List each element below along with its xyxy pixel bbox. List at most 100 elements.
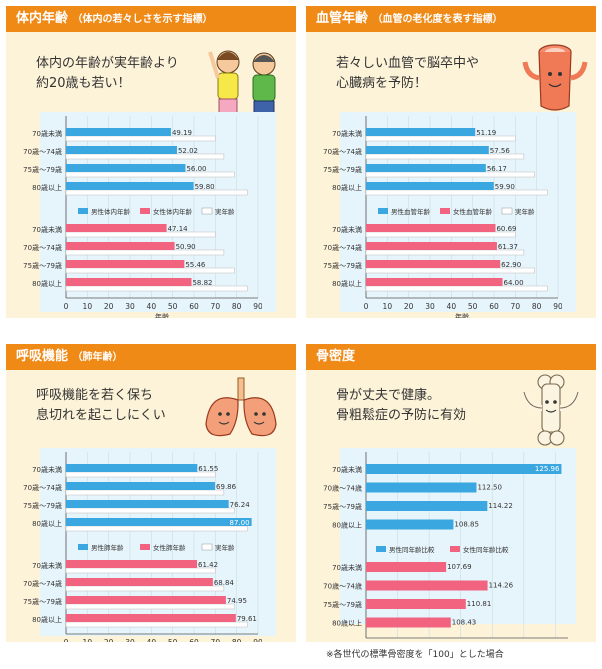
x-tick-label: 0 [64,638,69,642]
category-label: 75歳～79歳 [23,165,62,174]
reference-bar [65,267,235,274]
reference-bar [65,135,216,142]
panel-tagline: 骨が丈夫で健康。 骨粗鬆症の予防に有効 [336,386,466,426]
category-label: 80歳以上 [32,183,62,192]
data-label: 57.56 [490,147,511,155]
category-label: 70歳～74歳 [23,483,62,492]
reference-bar [65,567,216,574]
category-label: 70歳～74歳 [23,579,62,588]
data-bar [366,260,501,268]
data-bar [66,146,177,154]
bar-chart: 0 10 20 30 40 50 60 70 80 90 年齢 70歳未満 49.19 70歳～74歳 52… [23,116,262,318]
tagline-line: 骨が丈夫で健康。 [336,388,441,403]
x-tick-label: 40 [147,302,157,311]
data-bar [366,501,488,511]
category-label: 70歳未満 [332,563,362,572]
category-label: 80歳以上 [332,521,362,530]
x-tick-label: 30 [125,638,135,642]
panel-header: 骨密度 [306,344,596,370]
category-label: 70歳～74歳 [323,243,362,252]
reference-bar [65,621,248,628]
x-tick-label: 90 [253,302,262,311]
panel-subtitle: （血管の老化度を表す指標） [372,14,503,25]
data-bar [66,278,192,286]
legend-label: 男性肺年齢 [91,543,124,552]
data-label: 69.86 [216,483,237,491]
data-label: 59.80 [195,183,215,191]
category-label: 70歳未満 [332,225,362,234]
data-bar [66,242,175,250]
x-tick-label: 10 [383,302,393,311]
reference-bar [65,171,235,178]
data-label: 87.00 [230,519,250,527]
category-label: 70歳～74歳 [323,582,362,591]
data-label: 52.02 [178,147,198,155]
x-axis-label: 年齢 [155,312,169,318]
category-label: 70歳未満 [32,465,62,474]
tagline-line: 心臓病を予防！ [336,76,428,91]
data-bar [366,128,476,136]
data-bar [366,482,477,493]
tagline-line: 呼吸機能を若く保ち [36,388,154,403]
legend-swatch [378,208,388,214]
category-label: 75歳～79歳 [23,261,62,270]
x-tick-label: 90 [253,638,262,642]
x-tick-label: 20 [104,302,114,311]
panel-subtitle: （肺年齢） [72,352,123,363]
reference-bar [65,525,248,532]
data-bar [366,146,489,154]
legend-swatch [140,208,150,214]
flexing-blood-vessel-illustration [522,44,588,111]
reference-bar [65,489,225,496]
x-tick-label: 60 [189,638,199,642]
legend-swatch [201,207,213,215]
data-label: 108.85 [454,521,479,529]
category-label: 70歳～74歳 [23,243,62,252]
panel-header: 呼吸機能 （肺年齢） [6,344,296,370]
panel-vascular-age: 血管年齢 （血管の老化度を表す指標） 若々しい血管で脳卒中や 心臓病を予防！ 0 1… [306,6,596,318]
legend-swatch [376,546,386,552]
reference-bar [65,471,216,478]
bar-chart: 0 10 20 30 40 50 60 70 80 90 年齢 70歳未満 51.19 70歳～74歳 57… [323,116,562,318]
footnote: ※各世代の標準骨密度を「100」とした場合 [326,650,504,660]
category-label: 75歳～79歳 [323,502,362,511]
legend-swatch [78,544,88,550]
data-bar [66,560,198,568]
data-label: 114.26 [489,582,514,590]
data-bar [366,164,486,172]
x-tick-label: 40 [447,302,457,311]
panel-bone-density: 骨密度 骨が丈夫で健康。骨粗鬆症の予防に有効 95100105110115120… [306,344,596,642]
data-label: 55.46 [185,261,206,269]
category-label: 75歳～79歳 [323,600,362,609]
data-bar [66,164,186,172]
bar-chart: 95100105110115120125%70歳未満125.9670歳～74歳1… [323,452,568,639]
legend-label: 男性同年齢比較 [389,545,435,554]
category-label: 80歳以上 [332,279,362,288]
data-label: 79.61 [237,615,257,623]
legend-swatch [450,546,460,552]
x-tick-label: 30 [125,302,135,311]
panel-subtitle: （体内の若々しさを示す指標） [72,14,213,25]
data-bar [66,578,213,586]
data-bar [66,518,252,526]
data-bar [366,224,496,232]
cheerful-lungs-illustration [205,377,277,437]
chart-area: 95100105110115120125%70歳未満125.9670歳～74歳1… [323,448,576,639]
data-label: 110.81 [467,600,492,608]
reference-bar [365,189,548,196]
category-label: 70歳未満 [32,225,62,234]
data-label: 49.19 [172,129,192,137]
data-label: 50.90 [176,243,196,251]
reference-bar [65,231,216,238]
data-label: 59.90 [495,183,515,191]
panel-title: 体内年齢 [16,11,69,26]
panel-header: 体内年齢 （体内の若々しさを示す指標） [6,6,296,32]
category-label: 70歳～74歳 [23,147,62,156]
category-label: 80歳以上 [32,519,62,528]
x-tick-label: 50 [168,302,178,311]
category-label: 80歳以上 [332,619,362,628]
x-tick-label: 0 [64,302,69,311]
panel-tagline: 呼吸機能を若く保ち 息切れを起こしにくい [36,386,166,426]
reference-bar [365,171,535,178]
